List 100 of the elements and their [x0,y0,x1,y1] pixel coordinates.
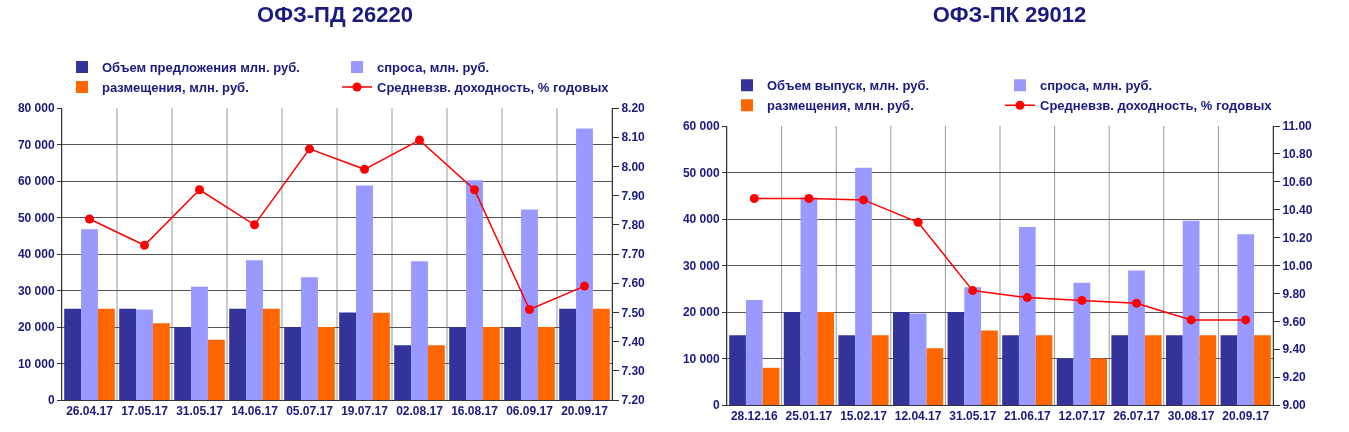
y2-tick-label: 9.60 [1282,314,1307,329]
y2-tick-label: 9.40 [1282,342,1307,357]
y2-tick-label: 10.40 [1282,202,1313,217]
bar [838,335,856,405]
legend-label: Объем предложения млн. руб. [102,60,300,76]
bar [466,180,483,400]
bar [559,308,577,400]
bar [521,209,538,400]
bar [964,287,982,405]
point [415,135,424,145]
bar [356,185,373,400]
bar [372,312,390,400]
bar [1182,220,1200,405]
bar [1018,226,1036,405]
y-tick-label: 0 [712,398,720,413]
x-tick-label: 28.12.16 [730,409,778,424]
point [140,240,149,250]
x-tick-label: 26.07.17 [1113,409,1161,424]
bar [119,308,137,400]
bar [1090,358,1108,405]
x-tick-label: 20.09.17 [1222,409,1270,424]
y-tick-label: 50 000 [17,210,55,225]
bar [339,312,357,400]
bar [576,128,593,400]
y2-tick-label: 7.60 [621,276,646,291]
bar [1254,335,1271,405]
bar [817,312,835,405]
y-tick-label: 20 000 [17,320,55,335]
bar [64,308,82,400]
x-tick-label: 31.05.17 [176,404,224,419]
y2-tick-label: 9.80 [1282,286,1307,301]
bar [207,339,225,400]
point [1186,315,1196,325]
point [85,214,94,224]
y2-tick-label: 8.00 [621,159,646,174]
y2-tick-label: 7.80 [621,218,646,232]
legend-label: спроса, млн. руб. [1040,78,1153,94]
bar [229,308,247,400]
y-tick-label: 10 000 [682,351,720,366]
x-tick-label: 14.06.17 [231,404,279,419]
x-tick-label: 02.08.17 [396,404,444,419]
legend-label: размещения, млн. руб. [102,80,249,96]
bar [909,313,927,405]
bar [1165,335,1183,405]
bar [1073,282,1091,405]
bar [537,327,555,400]
legend-label: размещения, млн. руб. [767,98,914,114]
x-tick-label: 21.06.17 [1003,409,1051,424]
x-tick-label: 17.05.17 [121,404,169,419]
y-tick-label: 30 000 [17,283,55,298]
bar [783,312,801,405]
bar [855,167,872,405]
x-tick-label: 16.08.17 [451,404,499,419]
y2-tick-label: 8.10 [621,130,646,145]
bar [1002,335,1019,405]
y2-tick-label: 7.90 [621,188,646,203]
bar [449,327,467,400]
point [250,220,259,230]
y-tick-label: 70 000 [17,137,55,152]
point [968,286,978,296]
bar [1035,335,1053,405]
y2-tick-label: 11.00 [1282,119,1313,134]
bar [745,299,763,405]
bar [411,261,428,400]
point [1022,293,1032,303]
x-tick-label: 12.07.17 [1058,409,1106,424]
y-tick-label: 40 000 [682,212,720,227]
y-tick-label: 80 000 [17,101,55,116]
x-tick-label: 19.07.17 [341,404,389,419]
x-tick-label: 20.09.17 [561,404,609,419]
y2-tick-label: 10.00 [1282,258,1313,273]
bar [1144,335,1162,405]
y-tick-label: 10 000 [17,356,55,371]
bar [136,309,153,400]
bar [1111,335,1129,405]
bar [427,345,445,400]
chart-title: ОФЗ-ПК 29012 [932,1,1087,27]
bar [592,308,610,400]
bar [174,327,192,400]
bar [1128,270,1145,405]
bar [1056,358,1074,405]
point [913,217,923,227]
bar [284,327,302,400]
point [749,194,759,204]
bar [800,197,818,405]
y2-tick-label: 7.20 [621,393,646,408]
chart-title: ОФЗ-ПД 26220 [257,1,413,27]
legend-label: Средневзв. доходность, % годовых [1040,98,1273,114]
y2-tick-label: 8.20 [621,101,646,116]
bar [871,335,889,405]
bar [892,312,910,405]
x-tick-label: 30.08.17 [1167,409,1215,424]
bar [262,308,280,400]
y2-tick-label: 10.80 [1282,147,1313,162]
bar [762,367,780,405]
y-tick-label: 20 000 [682,305,720,320]
x-tick-label: 25.01.17 [785,409,833,424]
y-tick-label: 0 [47,393,55,408]
x-tick-label: 15.02.17 [840,409,888,424]
bar [152,323,170,400]
